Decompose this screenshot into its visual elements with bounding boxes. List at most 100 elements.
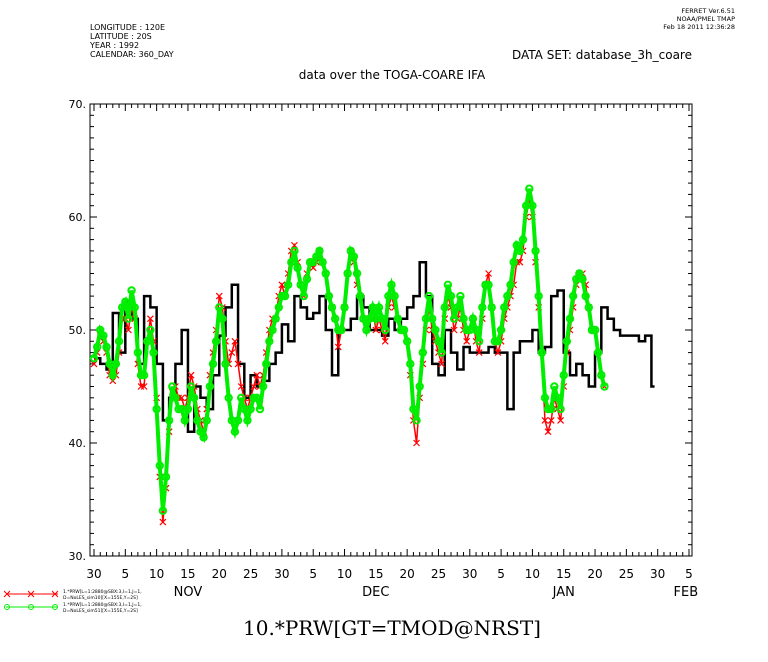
series-line-black — [94, 260, 655, 433]
green-point — [164, 416, 174, 425]
red-point — [463, 337, 471, 345]
x-tick-label: 30 — [650, 567, 665, 581]
green-point — [362, 325, 371, 335]
y-axis: 30. 40. 50. 60. 70. — [69, 98, 692, 563]
green-point — [327, 303, 337, 312]
red-point — [231, 337, 239, 345]
series-0 — [94, 260, 655, 433]
green-point — [412, 416, 421, 425]
green-point — [409, 404, 418, 414]
x-tick-label: 30 — [86, 567, 101, 581]
green-point — [89, 354, 99, 363]
green-point — [543, 404, 553, 414]
red-point — [125, 326, 132, 334]
red-point — [234, 360, 242, 368]
green-point — [168, 382, 177, 391]
x-tick-label: 15 — [368, 567, 383, 581]
green-point — [252, 393, 262, 402]
green-point — [584, 303, 593, 312]
green-point — [456, 291, 465, 301]
green-point — [449, 314, 459, 323]
green-point — [531, 246, 540, 256]
green-point — [490, 337, 500, 346]
green-point — [287, 258, 296, 267]
red-point — [178, 394, 186, 402]
green-point — [92, 342, 102, 352]
month-label: FEB — [674, 585, 699, 600]
green-point — [149, 348, 158, 357]
green-point — [493, 337, 503, 346]
green-point — [202, 416, 211, 425]
green-point — [418, 348, 428, 357]
green-point — [321, 269, 330, 278]
red-point — [215, 292, 223, 300]
green-point — [124, 314, 133, 323]
red-point — [544, 428, 552, 436]
green-point — [355, 291, 365, 301]
green-point — [547, 404, 556, 414]
x-tick-label: 25 — [243, 567, 258, 581]
green-point — [133, 348, 143, 357]
green-point — [171, 393, 180, 402]
green-point — [593, 348, 603, 357]
green-point — [474, 337, 484, 346]
x-tick-label: 5 — [309, 567, 317, 581]
x-tick-label: 5 — [497, 567, 505, 581]
red-point — [475, 349, 483, 357]
red-point — [237, 383, 245, 390]
info-calendar: CALENDAR: 360_DAY — [90, 50, 174, 59]
green-point — [406, 359, 415, 369]
red-point — [494, 349, 502, 357]
green-point — [230, 427, 240, 436]
green-point — [578, 274, 587, 284]
series-line-green — [92, 188, 607, 511]
x-tick-label: 20 — [212, 567, 227, 581]
green-point — [121, 297, 130, 306]
info-year: YEAR : 1992 — [89, 41, 139, 50]
green-point — [262, 359, 271, 369]
x-tick-label: 5 — [685, 567, 693, 581]
green-point — [453, 303, 462, 312]
x-axis-label: 10.*PRW[GT=TMOD@NRST] — [243, 616, 541, 640]
x-tick-label: 25 — [619, 567, 634, 581]
x-tick-label: 20 — [400, 567, 415, 581]
green-point — [99, 331, 108, 340]
green-point — [111, 359, 121, 369]
green-point — [471, 325, 481, 335]
green-point — [108, 371, 117, 380]
info-longitude: LONGITUDE : 120E — [90, 23, 165, 32]
green-point — [374, 303, 384, 312]
red-point — [372, 326, 380, 334]
green-point — [381, 325, 390, 335]
y-tick-label: 70. — [69, 98, 87, 111]
green-point — [484, 280, 493, 289]
y-tick-label: 50. — [69, 324, 87, 337]
red-point — [250, 383, 258, 390]
green-point — [534, 291, 543, 301]
green-point — [224, 393, 233, 402]
green-point — [183, 404, 193, 414]
green-point — [337, 325, 346, 335]
red-point — [541, 416, 549, 424]
green-point — [393, 314, 402, 323]
x-tick-label: 25 — [431, 567, 446, 581]
green-point — [468, 314, 478, 323]
green-point — [428, 314, 437, 323]
y-tick-label: 40. — [69, 437, 87, 450]
x-tick-label: 5 — [121, 567, 129, 581]
green-point — [446, 291, 456, 301]
green-point — [503, 291, 512, 301]
red-point — [413, 439, 420, 447]
green-point — [540, 393, 550, 402]
green-point — [127, 286, 136, 295]
month-label: NOV — [174, 585, 203, 600]
green-point — [581, 291, 590, 301]
green-point — [255, 404, 265, 414]
green-point — [315, 246, 324, 256]
green-point — [236, 393, 246, 402]
legend: 1.*PRW[L=1:2880@SBX:3,I=1,J=1, D=NoLES_s… — [3, 589, 142, 614]
red-point — [334, 343, 342, 351]
x-tick-label: 10 — [525, 567, 540, 581]
green-point — [268, 325, 277, 335]
